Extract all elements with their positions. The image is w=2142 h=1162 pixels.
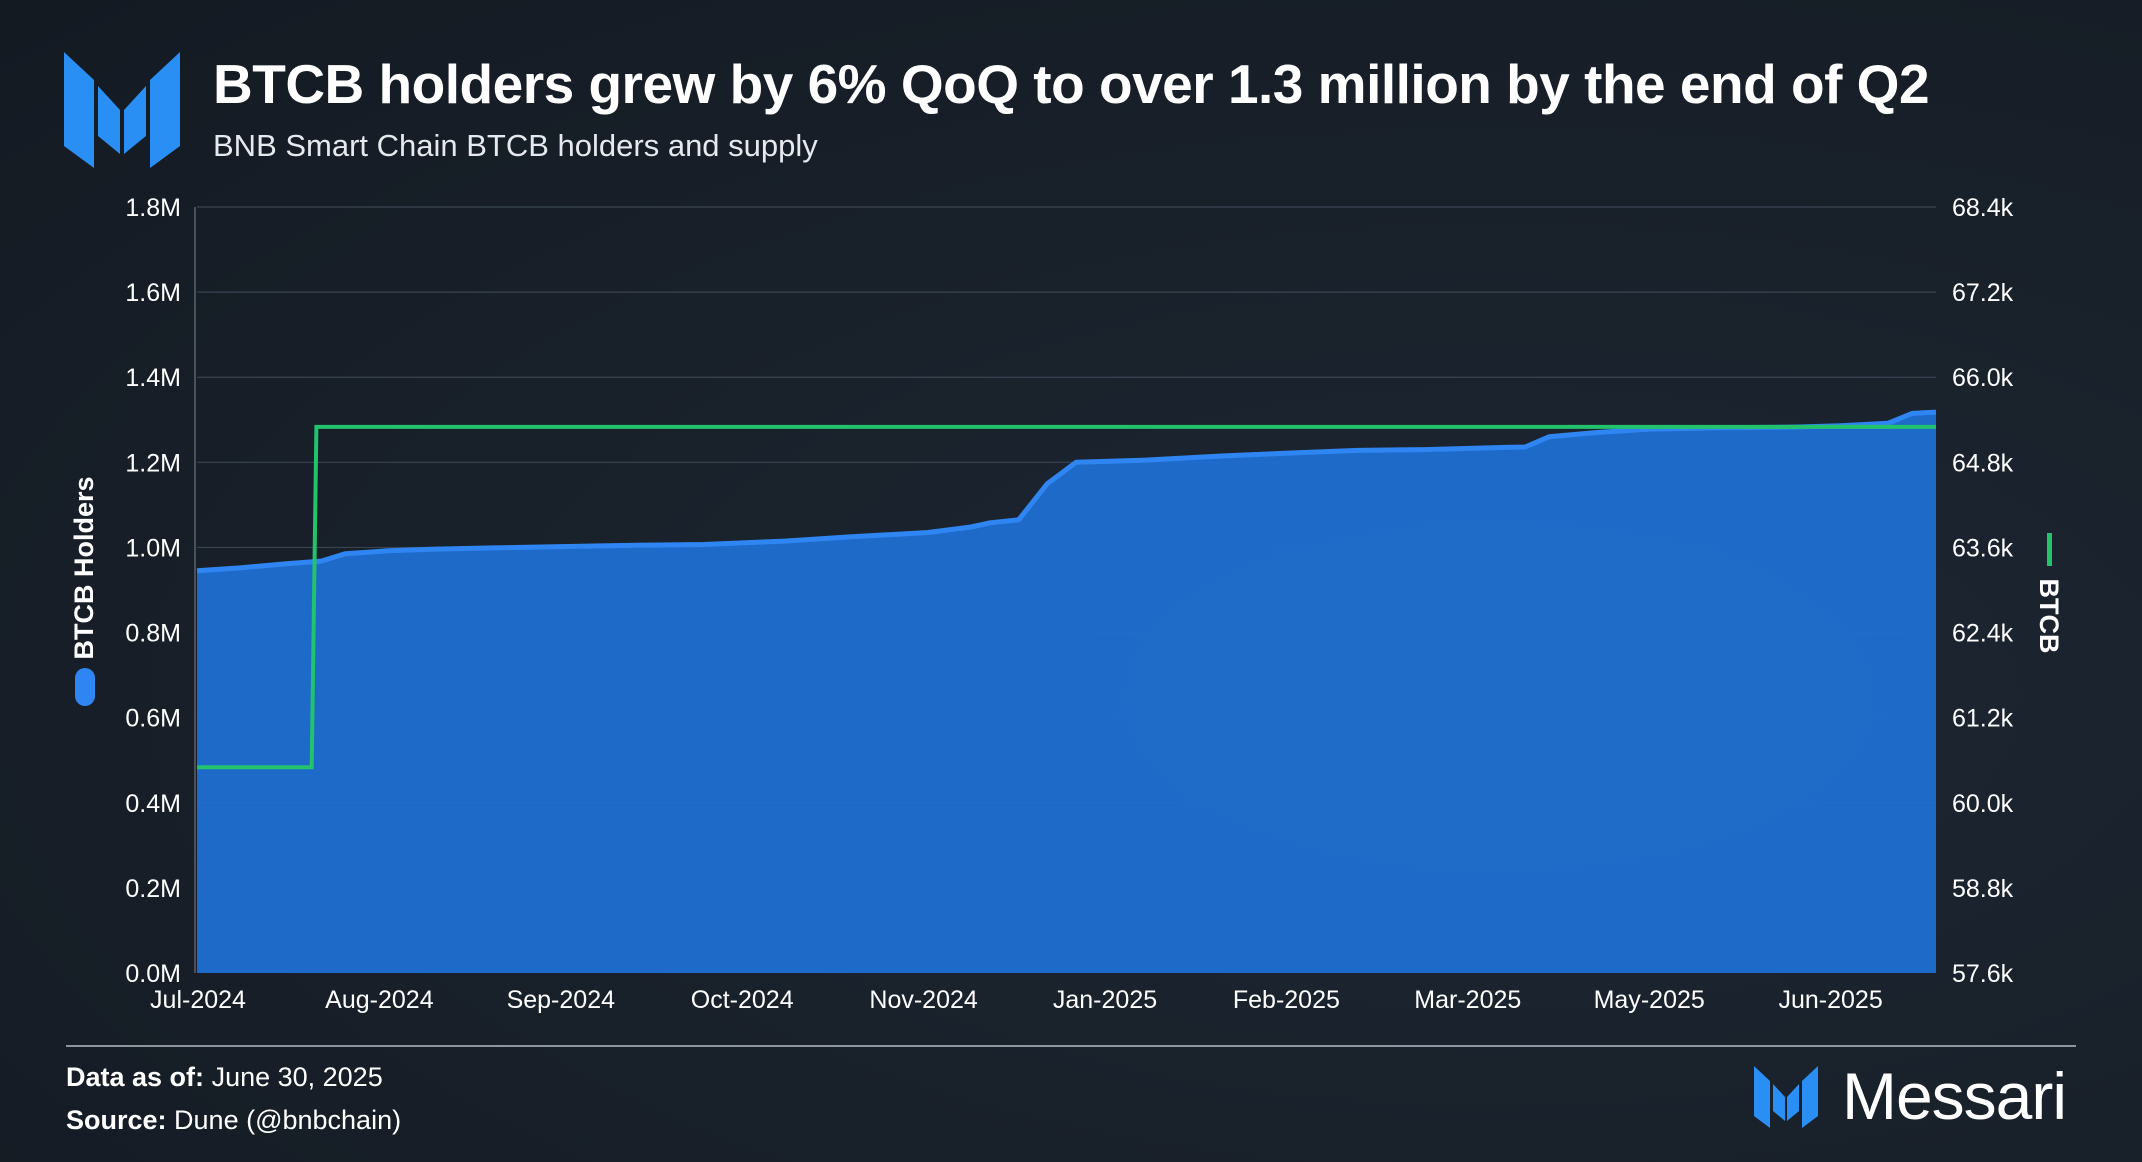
- x-tick-label: Jun-2025: [1778, 986, 1882, 1014]
- y-right-tick-label: 62.4k: [1952, 620, 2014, 648]
- y-left-tick-label: 1.6M: [125, 279, 181, 307]
- y-left-tick-label: 0.2M: [125, 875, 181, 903]
- y-right-tick-label: 57.6k: [1952, 960, 2014, 988]
- y-right-tick-label: 63.6k: [1952, 534, 2014, 562]
- footer-divider: [66, 1045, 2076, 1047]
- x-tick-label: Aug-2024: [325, 986, 434, 1014]
- messari-logo-icon: [64, 52, 180, 168]
- y-right-tick-label: 58.8k: [1952, 875, 2014, 903]
- y-left-tick-label: 1.4M: [125, 364, 181, 392]
- x-tick-label: Nov-2024: [869, 986, 977, 1014]
- messari-m-logo-icon: [1754, 1066, 1818, 1128]
- y-right-tick-label: 68.4k: [1952, 194, 2014, 222]
- source-value: Dune (@bnbchain): [174, 1105, 402, 1135]
- y-right-tick-label: 64.8k: [1952, 449, 2014, 477]
- supply-line-layer: [197, 424, 1936, 770]
- tick-labels: 0.0M 0.2M 0.4M 0.6M 0.8M 1.0M 1.2M 1.4M 1.6M 1.8M…: [125, 194, 2013, 1014]
- x-tick-label: May-2025: [1594, 986, 1705, 1014]
- y-right-tick-label: 66.0k: [1952, 364, 2014, 392]
- chart-subtitle: BNB Smart Chain BTCB holders and supply: [213, 128, 818, 163]
- y-left-tick-label: 1.8M: [125, 194, 181, 222]
- y-left-tick-label: 1.0M: [125, 534, 181, 562]
- chart-title: BTCB holders grew by 6% QoQ to over 1.3 …: [213, 53, 1930, 115]
- x-tick-label: Mar-2025: [1414, 986, 1521, 1014]
- y-left-tick-label: 0.6M: [125, 705, 181, 733]
- holders-area: [197, 412, 1936, 974]
- holders-legend-swatch: [75, 668, 95, 706]
- supply-line: [197, 424, 1936, 770]
- data-as-of-label: Data as of:: [66, 1062, 205, 1092]
- footer: Data as of: June 30, 2025 Source: Dune (…: [66, 1056, 401, 1142]
- y-left-tick-label: 0.0M: [125, 960, 181, 988]
- data-as-of: Data as of: June 30, 2025: [66, 1056, 401, 1099]
- y-left-tick-label: 0.8M: [125, 620, 181, 648]
- source: Source: Dune (@bnbchain): [66, 1099, 401, 1142]
- supply-legend-swatch: [2047, 533, 2052, 566]
- axis-titles: BTCB Holders BTCB: [69, 476, 2064, 706]
- x-tick-label: Jul-2024: [150, 986, 246, 1014]
- y-right-tick-label: 60.0k: [1952, 790, 2014, 818]
- chart-canvas: 0.0M 0.2M 0.4M 0.6M 0.8M 1.0M 1.2M 1.4M 1.6M 1.8M…: [69, 194, 2064, 1014]
- y-left-tick-label: 0.4M: [125, 790, 181, 818]
- brand-name: Messari: [1842, 1059, 2067, 1133]
- y-left-axis-title: BTCB Holders: [69, 476, 99, 659]
- y-right-axis-title: BTCB: [2034, 579, 2064, 654]
- x-tick-label: Feb-2025: [1233, 986, 1340, 1014]
- holders-area-layer: [196, 409, 1937, 974]
- y-left-tick-label: 1.2M: [125, 449, 181, 477]
- x-tick-label: Oct-2024: [691, 986, 794, 1014]
- y-right-tick-label: 61.2k: [1952, 705, 2014, 733]
- data-as-of-value: June 30, 2025: [211, 1062, 383, 1092]
- source-label: Source:: [66, 1105, 167, 1135]
- y-right-tick-label: 67.2k: [1952, 279, 2014, 307]
- x-tick-label: Jan-2025: [1053, 986, 1157, 1014]
- x-tick-label: Sep-2024: [507, 986, 616, 1014]
